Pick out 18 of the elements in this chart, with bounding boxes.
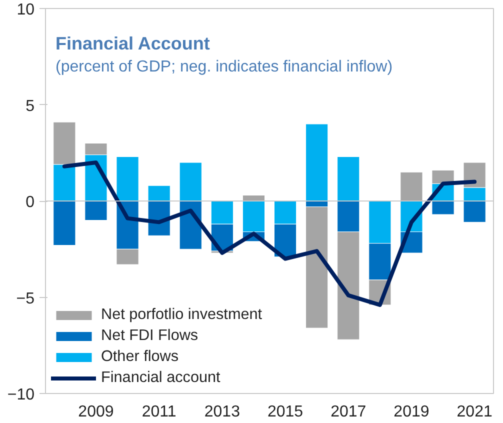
- x-tick-label: 2013: [204, 404, 240, 420]
- legend-label: Net porfotlio investment: [101, 306, 262, 324]
- legend-label: Other flows: [101, 348, 179, 366]
- x-tick-label: 2015: [267, 404, 304, 420]
- legend-label: Net FDI Flows: [101, 327, 198, 345]
- x-tick-label: 2021: [456, 404, 492, 420]
- x-tick-label: 2011: [142, 404, 176, 420]
- x-tick-label: 2009: [78, 404, 114, 420]
- y-tick-label: 5: [26, 98, 35, 115]
- y-tick-label: −5: [16, 290, 35, 308]
- y-tick-label: 0: [26, 194, 35, 211]
- x-tick-label: 2019: [394, 404, 430, 420]
- text: Financial Account: [56, 34, 210, 54]
- legend-label: Financial account: [101, 369, 220, 387]
- y-tick-label: −10: [7, 386, 35, 404]
- text: (percent of GDP; neg. indicates financial inflow): [56, 58, 393, 76]
- x-tick-label: 2017: [330, 404, 366, 420]
- y-tick-label: 10: [16, 2, 35, 18]
